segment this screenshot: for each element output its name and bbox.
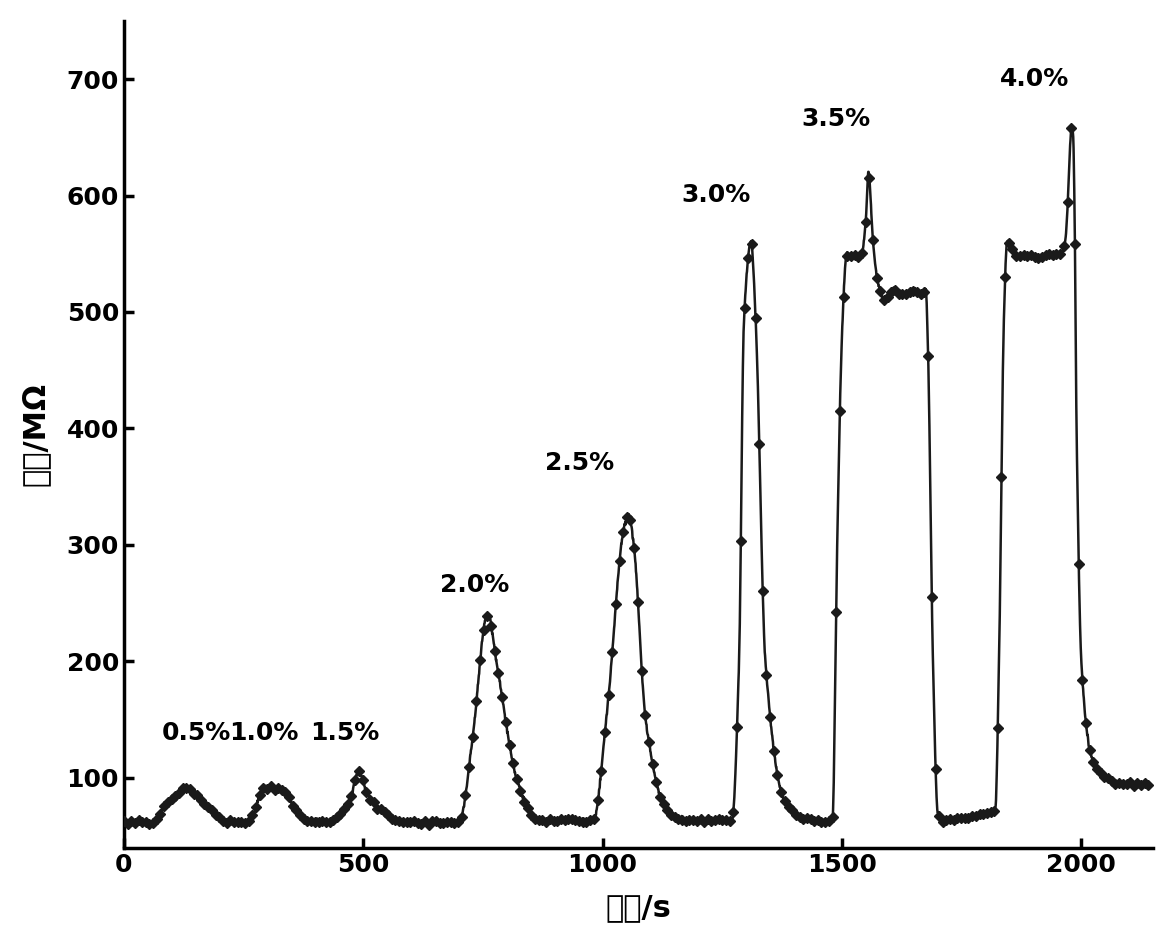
- Text: 3.0%: 3.0%: [682, 183, 751, 207]
- Text: 0.5%: 0.5%: [162, 721, 231, 745]
- Text: 3.5%: 3.5%: [802, 108, 870, 131]
- Text: 2.0%: 2.0%: [440, 573, 510, 597]
- Text: 4.0%: 4.0%: [1000, 67, 1070, 91]
- Y-axis label: 电阻/MΩ: 电阻/MΩ: [21, 382, 49, 487]
- X-axis label: 时间/s: 时间/s: [606, 893, 672, 922]
- Text: 1.5%: 1.5%: [311, 721, 380, 745]
- Text: 1.0%: 1.0%: [229, 721, 298, 745]
- Text: 2.5%: 2.5%: [545, 451, 614, 475]
